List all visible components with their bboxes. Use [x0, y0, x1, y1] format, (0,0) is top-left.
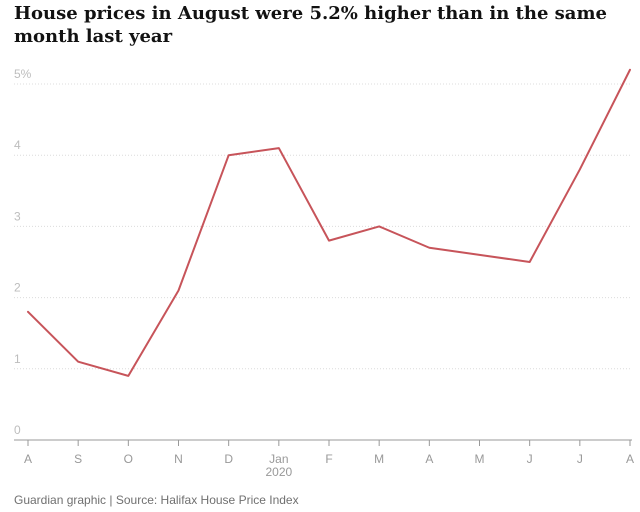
x-tick-label: D: [224, 452, 233, 466]
y-tick-label: 1: [14, 352, 21, 366]
chart-title: House prices in August were 5.2% higher …: [14, 3, 607, 47]
x-tick-label: M: [374, 452, 384, 466]
y-tick-label: 3: [14, 209, 21, 223]
y-tick-label: 0: [14, 423, 21, 437]
x-tick-label: J: [527, 452, 533, 466]
x-tick-label: J: [577, 452, 583, 466]
y-tick-label: 5%: [14, 67, 32, 81]
x-tick-label: A: [425, 452, 433, 466]
x-tick-label: M: [475, 452, 485, 466]
y-tick-label: 2: [14, 281, 21, 295]
source-note: Guardian graphic | Source: Halifax House…: [14, 493, 299, 507]
x-year-label: 2020: [265, 465, 292, 479]
x-tick-label: Jan: [269, 452, 288, 466]
x-tick-label: O: [124, 452, 133, 466]
x-tick-label: A: [24, 452, 32, 466]
series-line: [27, 68, 631, 377]
x-tick-label: A: [626, 452, 634, 466]
x-tick-label: S: [74, 452, 82, 466]
x-tick-label: N: [174, 452, 183, 466]
y-tick-label: 4: [14, 138, 21, 152]
x-tick-label: F: [325, 452, 332, 466]
line-chart: 0 1 2 3 4 5% A S O N D Jan F M A M J J A 2020: [14, 67, 634, 479]
